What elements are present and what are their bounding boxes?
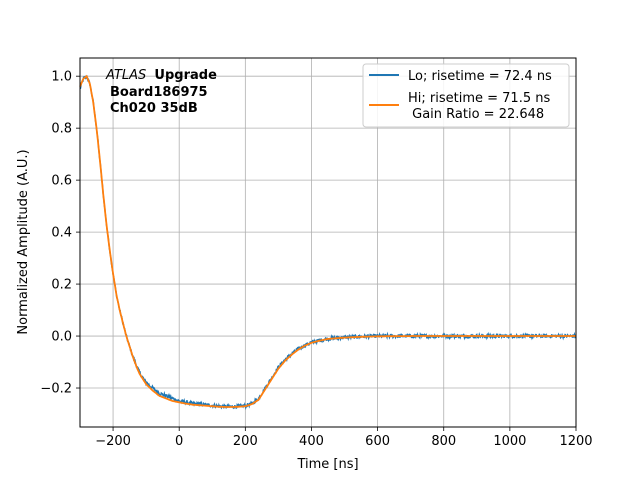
x-tick-label: 0 xyxy=(175,434,183,449)
y-tick-label: 1.0 xyxy=(51,70,72,85)
experiment-annotation: ATLAS Upgrade Board186975 Ch020 35dB xyxy=(105,68,217,116)
x-tick-label: 1000 xyxy=(493,434,526,449)
legend-label-hi: Hi; risetime = 71.5 ns Gain Ratio = 22.6… xyxy=(408,91,550,122)
x-tick-label: 1200 xyxy=(559,434,592,449)
annotation-atlas: ATLAS xyxy=(105,68,146,83)
y-axis-ticks: −0.2 0.0 0.2 0.4 0.6 0.8 1.0 xyxy=(40,70,80,397)
x-axis-ticks: −200 0 200 400 600 800 1000 1200 xyxy=(95,427,593,449)
svg-text:ATLAS Upgrade: ATLAS Upgrade xyxy=(105,68,217,83)
y-tick-label: 0.8 xyxy=(51,122,72,137)
y-tick-label: 0.0 xyxy=(51,330,72,345)
x-tick-label: 400 xyxy=(299,434,324,449)
y-tick-label: −0.2 xyxy=(40,382,72,397)
x-axis-label: Time [ns] xyxy=(296,457,358,472)
series-line-hi xyxy=(79,74,576,408)
plot-frame xyxy=(79,57,577,428)
plot-lines xyxy=(79,74,577,411)
x-tick-label: −200 xyxy=(95,434,131,449)
annotation-upgrade: Upgrade xyxy=(154,68,217,83)
annotation-board: Board186975 xyxy=(110,85,208,100)
x-tick-label: 600 xyxy=(365,434,390,449)
y-axis-label: Normalized Amplitude (A.U.) xyxy=(16,149,31,334)
x-tick-label: 200 xyxy=(233,434,258,449)
annotation-channel: Ch020 35dB xyxy=(110,101,198,116)
y-tick-label: 0.2 xyxy=(51,278,72,293)
y-tick-label: 0.6 xyxy=(51,174,72,189)
legend: Lo; risetime = 72.4 ns Hi; risetime = 71… xyxy=(362,63,570,128)
legend-box xyxy=(362,63,570,128)
x-tick-label: 800 xyxy=(431,434,456,449)
legend-label-lo: Lo; risetime = 72.4 ns xyxy=(408,69,552,84)
y-tick-label: 0.4 xyxy=(51,226,72,241)
